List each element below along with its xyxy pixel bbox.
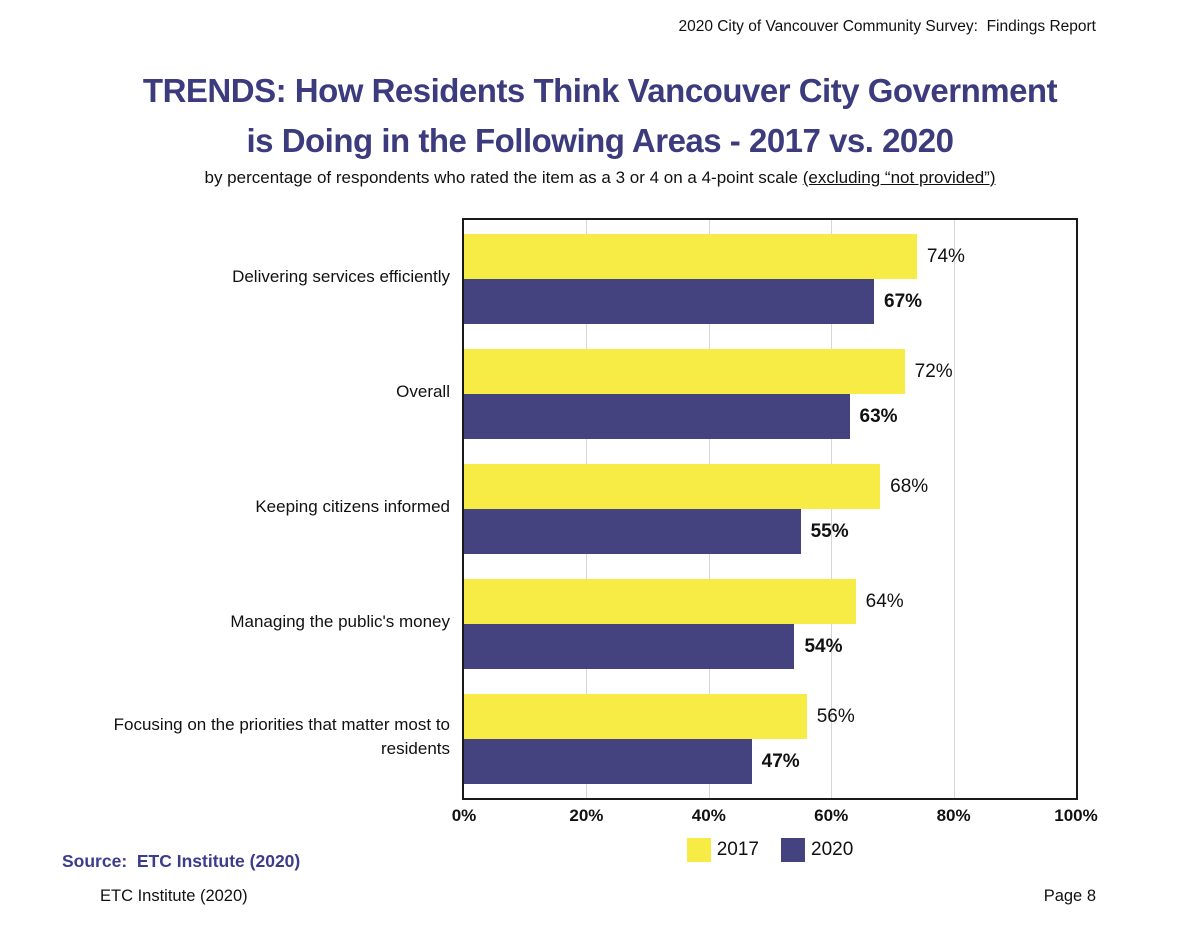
x-tick-label: 80% bbox=[936, 806, 971, 825]
x-axis: 0% 20% 40% 60% 80% 100% bbox=[452, 806, 1098, 830]
x-tick-label: 100% bbox=[1054, 806, 1098, 825]
x-tick-label: 60% bbox=[814, 806, 849, 825]
chart-subtitle-text: by percentage of respondents who rated t… bbox=[204, 168, 803, 187]
bar-2017-1: 72% bbox=[464, 349, 953, 394]
legend-label-2017: 2017 bbox=[716, 839, 759, 860]
x-tick-label: 20% bbox=[569, 806, 604, 825]
bar-2017-4: 56% bbox=[464, 694, 855, 739]
gridline-60 bbox=[831, 220, 833, 798]
bar-chart: Delivering services efficiently Overall Ke… bbox=[60, 218, 1098, 878]
bar-value-label: 74% bbox=[926, 245, 965, 267]
footer-institute: ETC Institute (2020) bbox=[100, 887, 248, 905]
bar-value-label: 47% bbox=[761, 750, 800, 772]
page-title: TRENDS: How Residents Think Vancouver Ci… bbox=[0, 66, 1200, 166]
bar-2017-3: 64% bbox=[464, 579, 904, 624]
bar-2020-2: 55% bbox=[464, 509, 849, 554]
bar-2020-4: 47% bbox=[464, 739, 800, 784]
bar-2017-2: 68% bbox=[464, 464, 928, 509]
legend-swatch-2017 bbox=[686, 838, 711, 862]
bar-value-label: 63% bbox=[859, 405, 898, 427]
legend-swatch-2020 bbox=[781, 838, 805, 862]
category-label: Keeping citizens informed bbox=[255, 497, 450, 516]
source-note: Source: ETC Institute (2020) bbox=[62, 851, 301, 871]
bar-value-label: 64% bbox=[865, 590, 904, 612]
category-label: Delivering services efficiently bbox=[232, 267, 450, 286]
chart-subtitle: by percentage of respondents who rated t… bbox=[0, 168, 1200, 188]
x-tick-label: 0% bbox=[451, 806, 477, 825]
gridline-80 bbox=[953, 220, 955, 798]
bar-2020-3: 54% bbox=[464, 624, 843, 669]
legend-item-2020: 2020 bbox=[781, 838, 853, 862]
category-label: Managing the public's money bbox=[230, 612, 450, 631]
chart-legend: 2017 2020 bbox=[462, 838, 1078, 862]
category-label: Focusing on the priorities that matter m… bbox=[113, 715, 450, 758]
bar-value-label: 55% bbox=[810, 520, 849, 542]
page-title-line1: TRENDS: How Residents Think Vancouver Ci… bbox=[142, 72, 1058, 109]
bar-2017-0: 74% bbox=[464, 234, 965, 279]
report-header: 2020 City of Vancouver Community Survey:… bbox=[678, 18, 1096, 35]
bar-value-label: 54% bbox=[804, 635, 843, 657]
bar-value-label: 68% bbox=[890, 475, 929, 497]
plot-area: 74% 67% 72% 63% 68% 55% 64% 54% 56% 47% bbox=[462, 218, 1078, 800]
chart-subtitle-underlined: (excluding “not provided”) bbox=[802, 168, 996, 187]
bar-value-label: 67% bbox=[884, 290, 923, 312]
page-title-line2: is Doing in the Following Areas - 2017 v… bbox=[246, 122, 955, 159]
bar-value-label: 56% bbox=[816, 705, 855, 727]
bar-value-label: 72% bbox=[914, 360, 953, 382]
bar-2020-1: 63% bbox=[464, 394, 898, 439]
legend-label-2020: 2020 bbox=[811, 839, 854, 860]
x-tick-label: 40% bbox=[691, 806, 726, 825]
category-label: Overall bbox=[396, 382, 450, 401]
legend-item-2017: 2017 bbox=[686, 838, 759, 862]
footer-page-number: Page 8 bbox=[1043, 887, 1096, 905]
category-labels: Delivering services efficiently Overall Ke… bbox=[60, 218, 450, 800]
bar-2020-0: 67% bbox=[464, 279, 922, 324]
